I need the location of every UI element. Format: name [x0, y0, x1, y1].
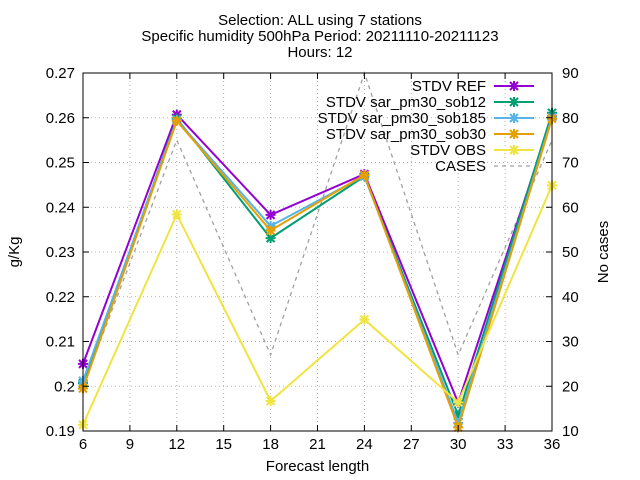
y2-tick-label: 30	[562, 334, 579, 351]
x-tick-label: 27	[403, 436, 420, 453]
data-point	[265, 225, 276, 236]
y-tick-label: 0.2	[54, 378, 75, 395]
x-tick-label: 33	[497, 436, 514, 453]
y2-tick-label: 60	[562, 199, 579, 216]
legend-label: STDV OBS	[410, 142, 486, 159]
x-tick-label: 30	[450, 436, 467, 453]
legend-entry: STDV OBS	[410, 142, 534, 159]
data-point	[509, 113, 519, 123]
y-tick-label: 0.23	[46, 244, 75, 261]
legend-entry: STDV sar_pm30_sob30	[326, 126, 534, 143]
y2-tick-label: 50	[562, 244, 579, 261]
y-tick-label: 0.27	[46, 65, 75, 82]
series-line	[82, 118, 553, 431]
x-tick-label: 9	[126, 436, 134, 453]
chart-title-line-3: Hours: 12	[287, 44, 353, 61]
y-tick-label: 0.21	[46, 334, 75, 351]
y-axis-label: g/Kg	[6, 237, 23, 268]
legend-label: STDV sar_pm30_sob12	[326, 94, 486, 111]
data-point	[265, 396, 276, 407]
data-point	[359, 314, 370, 325]
data-point	[171, 209, 182, 220]
x-tick-label: 6	[79, 436, 87, 453]
series-line	[82, 70, 553, 387]
legend-entry: CASES	[435, 158, 534, 175]
y2-axis-label: No cases	[595, 221, 612, 284]
data-point	[265, 209, 276, 220]
legend-entry: STDV REF	[412, 78, 534, 95]
series-cases	[82, 70, 553, 387]
y-tick-label: 0.24	[46, 199, 75, 216]
series-layer	[78, 70, 557, 433]
chart-title-line-2: Specific humidity 500hPa Period: 2021111…	[141, 28, 499, 45]
legend-entry: STDV sar_pm30_sob12	[326, 94, 534, 111]
legend-label: CASES	[435, 158, 486, 175]
data-point	[171, 115, 182, 126]
chart-title-line-1: Selection: ALL using 7 stations	[218, 12, 422, 29]
y2-tick-label: 70	[562, 155, 579, 172]
x-tick-label: 15	[215, 436, 232, 453]
legend-entry: STDV sar_pm30_sob185	[318, 110, 534, 127]
axes-ticks: 6 9 12 15 18 21 24 27 30 33 36 0.19 0.2 0.21 0.22 0.23 0…	[46, 65, 579, 453]
x-tick-label: 21	[309, 436, 326, 453]
y2-tick-label: 90	[562, 65, 579, 82]
y-tick-label: 0.26	[46, 110, 75, 127]
y-tick-label: 0.22	[46, 289, 75, 306]
data-point	[509, 81, 519, 91]
x-tick-label: 12	[168, 436, 185, 453]
y-tick-label: 0.19	[46, 423, 75, 440]
y-tick-label: 0.25	[46, 155, 75, 172]
x-tick-label: 36	[544, 436, 561, 453]
legend-label: STDV REF	[412, 78, 486, 95]
series-line	[82, 184, 553, 426]
data-point	[453, 397, 464, 408]
data-point	[509, 97, 519, 107]
series-line	[82, 112, 553, 406]
x-axis-label: Forecast length	[266, 458, 369, 475]
x-tick-label: 18	[262, 436, 279, 453]
legend-label: STDV sar_pm30_sob185	[318, 110, 486, 127]
data-point	[359, 170, 370, 181]
legend-label: STDV sar_pm30_sob30	[326, 126, 486, 143]
data-point	[509, 129, 519, 139]
y2-tick-label: 10	[562, 423, 579, 440]
y2-tick-label: 20	[562, 378, 579, 395]
y2-tick-label: 40	[562, 289, 579, 306]
data-point	[509, 145, 519, 155]
y2-tick-label: 80	[562, 110, 579, 127]
x-tick-label: 24	[356, 436, 373, 453]
